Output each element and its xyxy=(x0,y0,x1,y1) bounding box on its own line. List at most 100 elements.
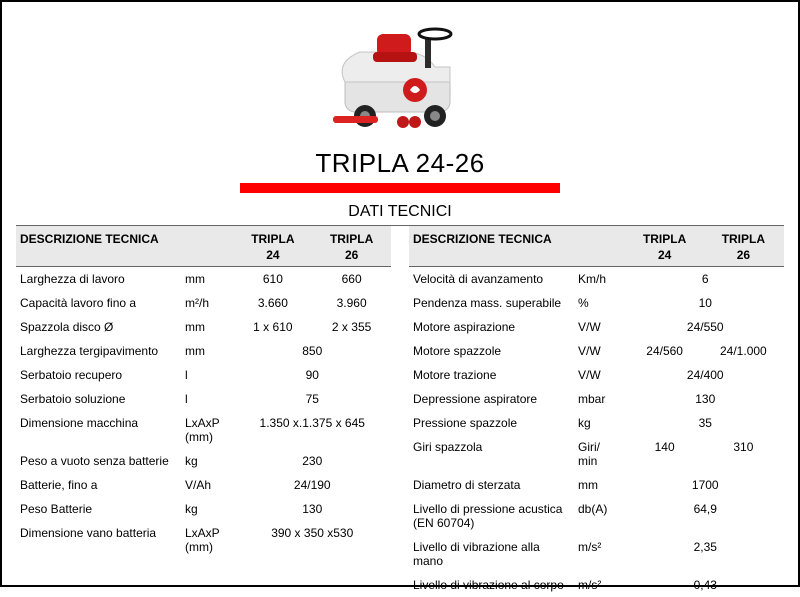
table-row: Depressione aspiratorembar130 xyxy=(409,387,784,411)
cell-unit: m/s² xyxy=(574,573,627,597)
cell-value-merged: 230 xyxy=(234,449,392,473)
table-row: Capacità lavoro fino am²/h3.6603.960 xyxy=(16,291,391,315)
cell-desc: Dimensione macchina xyxy=(16,411,181,449)
cell-unit: kg xyxy=(574,411,627,435)
spec-columns: DESCRIZIONE TECNICA TRIPLA 24 TRIPLA 26 … xyxy=(16,226,784,597)
th-model2-name: TRIPLA xyxy=(722,232,765,246)
table-row: Motore spazzoleV/W24/56024/1.000 xyxy=(409,339,784,363)
cell-unit: V/W xyxy=(574,363,627,387)
cell-unit: V/W xyxy=(574,315,627,339)
cell-unit: kg xyxy=(181,497,234,521)
spec-column-right: DESCRIZIONE TECNICA TRIPLA 24 TRIPLA 26 … xyxy=(409,226,784,597)
cell-desc: Pressione spazzole xyxy=(409,411,574,435)
table-row: Diametro di sterzatamm1700 xyxy=(409,473,784,497)
cell-desc: Diametro di sterzata xyxy=(409,473,574,497)
cell-value-merged: 75 xyxy=(234,387,392,411)
table-row: Peso a vuoto senza batteriekg230 xyxy=(16,449,391,473)
cell-value-merged: 1700 xyxy=(627,473,785,497)
cell-unit: mm xyxy=(181,339,234,363)
table-row: Pressione spazzolekg35 xyxy=(409,411,784,435)
cell-desc: Giri spazzola xyxy=(409,435,574,473)
table-row: Livello di vibrazione al corpom/s²0,43 xyxy=(409,573,784,597)
cell-value-merged: 24/550 xyxy=(627,315,785,339)
cell-value-1: 24/560 xyxy=(627,339,703,363)
cell-unit: LxAxP (mm) xyxy=(181,411,234,449)
title-block: TRIPLA 24-26 xyxy=(16,148,784,193)
th-model2: TRIPLA 26 xyxy=(312,226,391,267)
table-row: Larghezza di lavoromm610660 xyxy=(16,267,391,292)
th-desc: DESCRIZIONE TECNICA xyxy=(409,226,574,267)
cell-desc: Pendenza mass. superabile xyxy=(409,291,574,315)
cell-unit: db(A) xyxy=(574,497,627,535)
cell-desc: Depressione aspiratore xyxy=(409,387,574,411)
cell-value-2: 310 xyxy=(703,435,784,473)
cell-unit: m/s² xyxy=(574,535,627,573)
cell-desc: Peso Batterie xyxy=(16,497,181,521)
cell-desc: Serbatoio soluzione xyxy=(16,387,181,411)
cell-desc: Peso a vuoto senza batterie xyxy=(16,449,181,473)
cell-value-2: 2 x 355 xyxy=(312,315,391,339)
cell-value-merged: 24/190 xyxy=(234,473,392,497)
cell-unit: Giri/ min xyxy=(574,435,627,473)
cell-desc: Velocità di avanzamento xyxy=(409,267,574,292)
table-row: Livello di vibrazione alla manom/s²2,35 xyxy=(409,535,784,573)
table-row: Serbatoio soluzionel75 xyxy=(16,387,391,411)
th-model2-name: TRIPLA xyxy=(330,232,373,246)
spec-table-left: DESCRIZIONE TECNICA TRIPLA 24 TRIPLA 26 … xyxy=(16,226,391,559)
table-row: Spazzola disco Ømm1 x 6102 x 355 xyxy=(16,315,391,339)
cell-desc: Dimensione vano batteria xyxy=(16,521,181,559)
spec-column-left: DESCRIZIONE TECNICA TRIPLA 24 TRIPLA 26 … xyxy=(16,226,391,597)
cell-desc: Livello di vibrazione alla mano xyxy=(409,535,574,573)
th-model2-sub: 26 xyxy=(316,248,387,262)
cell-value-1: 610 xyxy=(234,267,313,292)
table-row: Dimensione vano batteriaLxAxP (mm)390 x … xyxy=(16,521,391,559)
th-model2-sub: 26 xyxy=(707,248,780,262)
cell-unit: mm xyxy=(181,315,234,339)
table-row: Peso Batteriekg130 xyxy=(16,497,391,521)
cell-value-merged: 130 xyxy=(234,497,392,521)
table-row: Larghezza tergipavimentomm850 xyxy=(16,339,391,363)
cell-value-merged: 64,9 xyxy=(627,497,785,535)
cell-value-merged: 24/400 xyxy=(627,363,785,387)
cell-value-1: 140 xyxy=(627,435,703,473)
page-title: TRIPLA 24-26 xyxy=(16,148,784,179)
cell-unit: kg xyxy=(181,449,234,473)
th-model1: TRIPLA 24 xyxy=(627,226,703,267)
cell-value-2: 3.960 xyxy=(312,291,391,315)
cell-desc: Serbatoio recupero xyxy=(16,363,181,387)
cell-value-merged: 0,43 xyxy=(627,573,785,597)
th-unit xyxy=(181,226,234,267)
cell-value-merged: 850 xyxy=(234,339,392,363)
cell-value-merged: 130 xyxy=(627,387,785,411)
cell-unit: m²/h xyxy=(181,291,234,315)
cell-value-2: 24/1.000 xyxy=(703,339,784,363)
cell-desc: Motore spazzole xyxy=(409,339,574,363)
th-model1-sub: 24 xyxy=(238,248,309,262)
cell-value-merged: 6 xyxy=(627,267,785,292)
cell-unit: % xyxy=(574,291,627,315)
th-model1: TRIPLA 24 xyxy=(234,226,313,267)
th-model1-name: TRIPLA xyxy=(251,232,294,246)
table-row: Dimensione macchinaLxAxP (mm)1.350 x.1.3… xyxy=(16,411,391,449)
section-title: DATI TECNICI xyxy=(16,203,784,221)
cell-desc: Batterie, fino a xyxy=(16,473,181,497)
cell-value-merged: 2,35 xyxy=(627,535,785,573)
cell-desc: Motore trazione xyxy=(409,363,574,387)
table-row: Giri spazzolaGiri/ min140310 xyxy=(409,435,784,473)
cell-value-merged: 35 xyxy=(627,411,785,435)
spec-table-right: DESCRIZIONE TECNICA TRIPLA 24 TRIPLA 26 … xyxy=(409,226,784,597)
cell-unit: mbar xyxy=(574,387,627,411)
cell-unit: l xyxy=(181,387,234,411)
accent-bar xyxy=(240,183,560,193)
cell-value-merged: 390 x 350 x530 xyxy=(234,521,392,559)
cell-desc: Spazzola disco Ø xyxy=(16,315,181,339)
th-model2: TRIPLA 26 xyxy=(703,226,784,267)
scrubber-machine-icon xyxy=(315,12,485,142)
cell-desc: Livello di pressione acustica (EN 60704) xyxy=(409,497,574,535)
cell-desc: Motore aspirazione xyxy=(409,315,574,339)
th-model1-sub: 24 xyxy=(631,248,699,262)
table-row: Pendenza mass. superabile%10 xyxy=(409,291,784,315)
cell-desc: Capacità lavoro fino a xyxy=(16,291,181,315)
cell-desc: Livello di vibrazione al corpo xyxy=(409,573,574,597)
table-row: Serbatoio recuperol90 xyxy=(16,363,391,387)
